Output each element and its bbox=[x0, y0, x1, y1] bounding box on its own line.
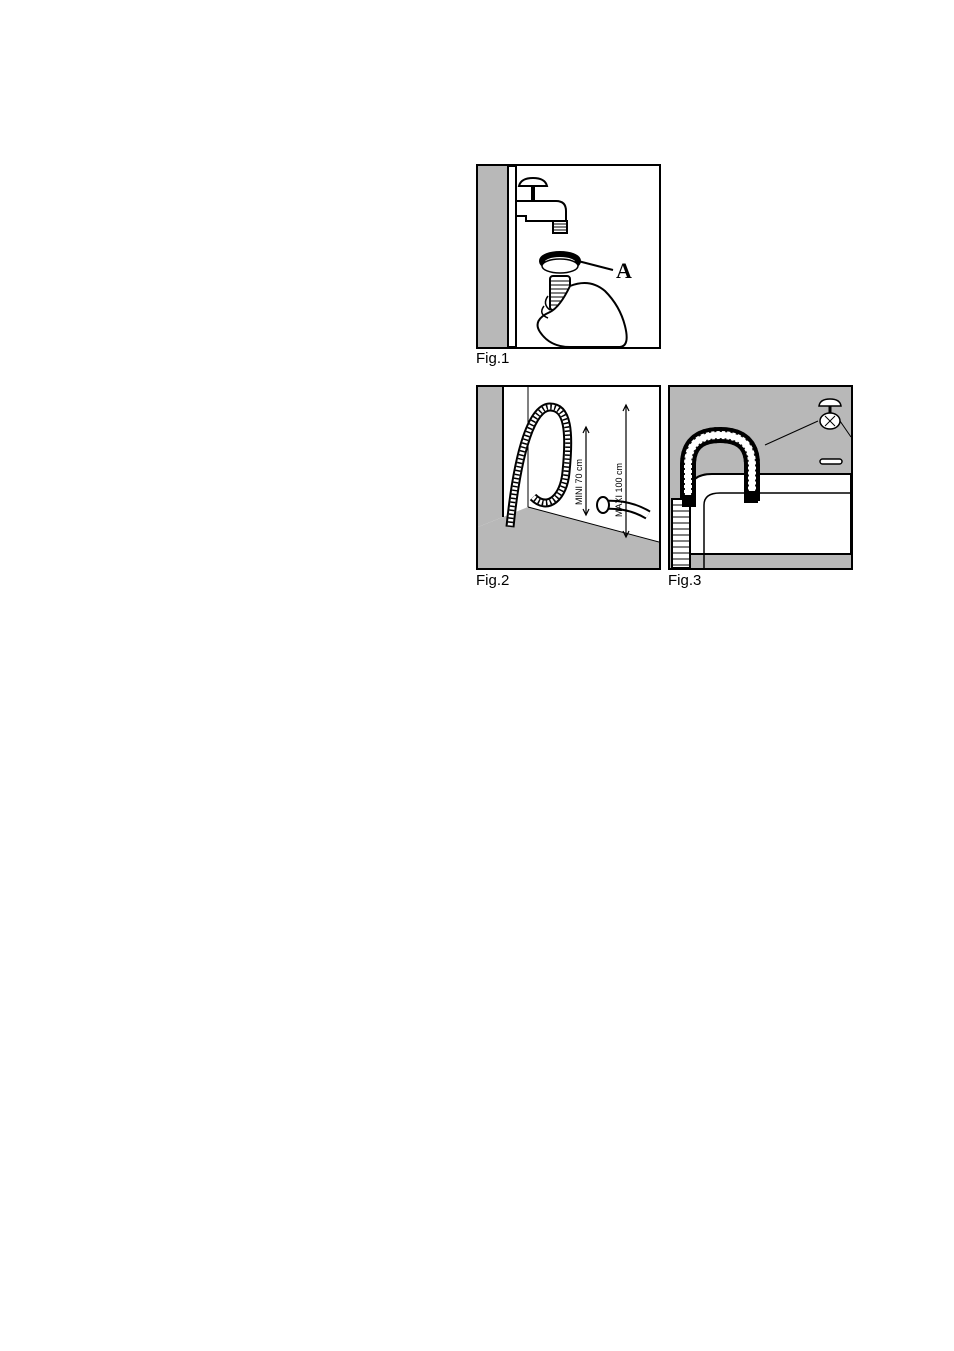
figure-1-label-a: A bbox=[616, 258, 632, 283]
figure-1-caption: Fig.1 bbox=[476, 350, 509, 367]
figure-1-box: A bbox=[476, 164, 661, 349]
figure-2-label-maxi: MAXI 100 cm bbox=[614, 463, 624, 517]
figure-2-svg: MINI 70 cm MAXI 100 cm bbox=[478, 387, 659, 568]
figure-2-label-mini: MINI 70 cm bbox=[574, 459, 584, 505]
figure-2-caption: Fig.2 bbox=[476, 572, 509, 589]
figure-3-caption: Fig.3 bbox=[668, 572, 701, 589]
figure-3-svg bbox=[670, 387, 851, 568]
figure-3-box bbox=[668, 385, 853, 570]
figure-2-box: MINI 70 cm MAXI 100 cm bbox=[476, 385, 661, 570]
figure-1-svg: A bbox=[478, 166, 659, 347]
page: A Fig.1 bbox=[0, 0, 954, 1351]
